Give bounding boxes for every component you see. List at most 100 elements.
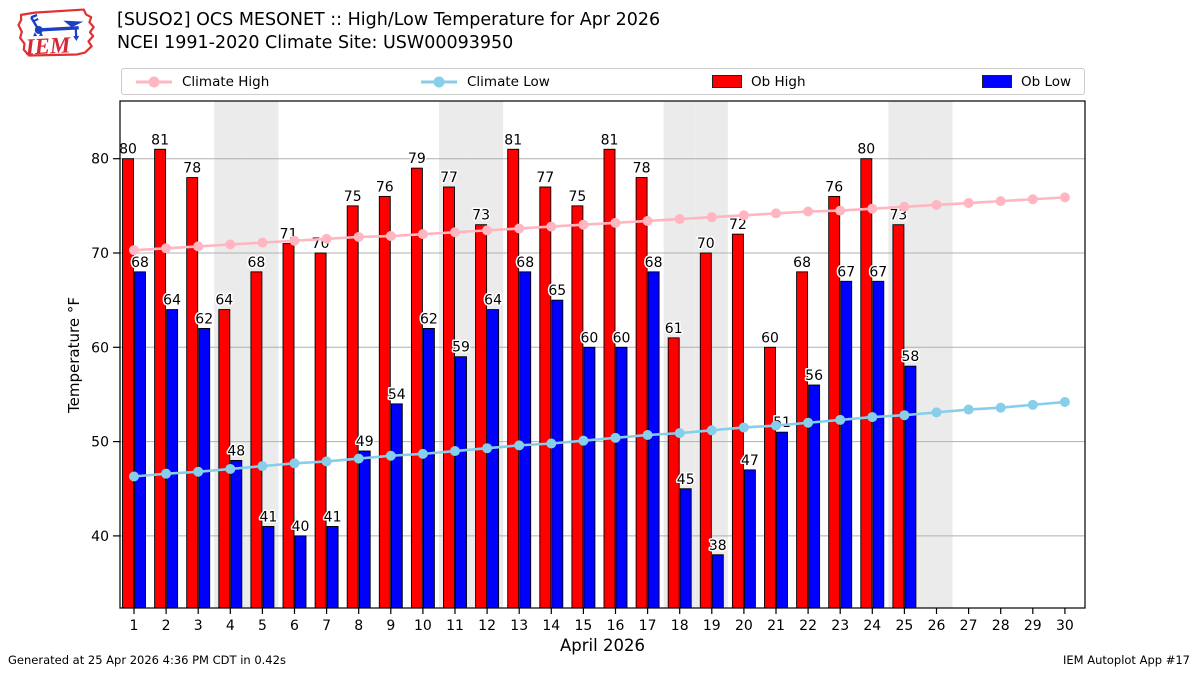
climate-high-marker-day-4 — [225, 239, 236, 250]
ob-low-bar-day-7 — [326, 526, 339, 609]
ob-low-bar-day-1 — [134, 271, 146, 609]
ob-low-value-day-19: 38 — [709, 538, 727, 554]
climate-low-marker-day-19 — [706, 425, 717, 436]
ob-low-bar-day-6 — [294, 535, 307, 609]
iem-logo: IEM — [17, 8, 95, 60]
x-tick-label-2: 2 — [162, 618, 171, 634]
x-tick-label-30: 30 — [1056, 618, 1074, 634]
x-tick-label-20: 20 — [735, 618, 753, 634]
ob-high-bar-day-5 — [250, 271, 263, 609]
ob-low-bar-day-21 — [776, 431, 788, 609]
climate-high-marker-day-25 — [899, 201, 910, 212]
footer-generated-text: Generated at 25 Apr 2026 4:36 PM CDT in … — [8, 653, 286, 667]
ob-low-value-day-6: 40 — [292, 519, 310, 535]
ob-high-bar-day-12 — [475, 224, 488, 609]
legend-label: Ob High — [751, 73, 806, 90]
x-tick-label-10: 10 — [414, 618, 432, 634]
ob-low-bar-day-5 — [262, 526, 275, 609]
ob-high-value-day-4: 64 — [215, 293, 233, 309]
ob-low-value-day-22: 56 — [805, 368, 823, 384]
ob-low-value-day-25: 58 — [901, 349, 919, 365]
ob-high-value-day-21: 60 — [761, 330, 779, 346]
climate-low-marker-day-21 — [771, 420, 781, 431]
climate-high-marker-day-9 — [385, 231, 396, 242]
climate-high-marker-day-24 — [867, 203, 878, 214]
ob-low-value-day-10: 62 — [420, 311, 438, 327]
ob-low-value-day-20: 47 — [741, 453, 759, 469]
y-tick-label-60: 60 — [91, 340, 109, 356]
x-tick-label-17: 17 — [639, 618, 657, 634]
climate-high-marker-day-21 — [771, 208, 781, 219]
ob-low-value-day-17: 68 — [645, 255, 663, 271]
x-tick-label-14: 14 — [542, 618, 560, 634]
ob-high-value-day-13: 81 — [504, 132, 522, 148]
ob-high-value-day-18: 61 — [665, 321, 683, 337]
ob-low-value-day-12: 64 — [484, 293, 502, 309]
x-tick-label-27: 27 — [960, 618, 978, 634]
ob-low-value-day-3: 62 — [195, 311, 213, 327]
ob-high-value-day-11: 77 — [440, 170, 458, 186]
x-tick-label-24: 24 — [863, 618, 881, 634]
x-tick-label-28: 28 — [992, 618, 1010, 634]
ob-low-bar-day-9 — [390, 403, 403, 609]
climate-high-marker-day-16 — [610, 217, 621, 228]
iowa-outline-icon — [17, 8, 95, 57]
climate-low-marker-day-28 — [995, 402, 1006, 413]
ob-low-value-day-23: 67 — [837, 264, 855, 280]
ob-low-value-day-11: 59 — [452, 340, 470, 356]
climate-high-marker-day-28 — [995, 196, 1006, 207]
ob-low-value-day-4: 48 — [227, 443, 245, 459]
ob-low-value-day-8: 49 — [356, 434, 374, 450]
page-title: [SUSO2] OCS MESONET :: High/Low Temperat… — [117, 9, 660, 55]
x-tick-label-21: 21 — [767, 618, 785, 634]
climate-high-path — [133, 196, 1065, 252]
legend-item-ob-high: Ob High — [712, 69, 806, 94]
climate-high-marker-day-23 — [835, 205, 846, 216]
weather-vane-icon — [30, 13, 84, 41]
climate-high-marker-day-13 — [514, 223, 525, 234]
climate-low-marker-day-27 — [963, 404, 974, 415]
x-tick-label-13: 13 — [510, 618, 528, 634]
ob-high-value-day-17: 78 — [633, 161, 651, 177]
legend: Climate High Climate Low Ob High Ob Low — [121, 68, 1085, 95]
ob-low-value-day-1: 68 — [131, 255, 149, 271]
climate-low-marker-day-24 — [867, 412, 878, 423]
footer-app-text: IEM Autoplot App #17 — [1062, 653, 1190, 667]
ob-high-value-day-23: 76 — [825, 179, 843, 195]
x-tick-label-19: 19 — [703, 618, 721, 634]
ob-high-value-day-20: 72 — [729, 217, 747, 233]
x-tick-label-11: 11 — [446, 618, 464, 634]
climate-low-marker-day-25 — [899, 410, 910, 421]
ob-low-bar-day-4 — [230, 460, 243, 609]
ob-high-bar-day-1 — [122, 158, 134, 609]
weekend-band-day-26 — [920, 101, 953, 608]
climate-high-marker-day-11 — [450, 227, 460, 238]
climate-low-marker-day-26 — [931, 407, 942, 418]
ob-high-bar-day-7 — [314, 252, 327, 609]
ob-high-value-day-2: 81 — [151, 132, 169, 148]
ob-high-bar-day-17 — [635, 177, 648, 609]
climate-low-marker-day-9 — [385, 450, 396, 461]
x-tick-label-12: 12 — [478, 618, 496, 634]
climate-low-marker-day-29 — [1027, 399, 1038, 410]
ob-high-swatch-icon — [712, 75, 742, 88]
climate-high-marker-day-3 — [193, 241, 204, 252]
legend-item-climate-high: Climate High — [135, 69, 269, 94]
y-tick-label-50: 50 — [91, 435, 109, 451]
x-axis: 1 2 3 4 5 6 7 8 9 10 11 12 13 14 15 16 17 18 19 20 21 22 23 24 2… — [130, 608, 1074, 634]
legend-item-ob-low: Ob Low — [982, 69, 1071, 94]
ob-low-bar-day-23 — [840, 280, 853, 609]
ob-low-value-day-13: 68 — [516, 255, 534, 271]
climate-high-marker-day-7 — [321, 233, 332, 244]
legend-label: Climate Low — [467, 73, 550, 90]
ob-high-value-day-22: 68 — [793, 255, 811, 271]
climate-high-marker-day-5 — [257, 237, 268, 248]
x-tick-label-5: 5 — [258, 618, 267, 634]
y-tick-label-70: 70 — [91, 246, 109, 262]
ob-high-value-day-16: 81 — [601, 132, 619, 148]
x-tick-label-15: 15 — [574, 618, 592, 634]
x-tick-label-9: 9 — [386, 618, 395, 634]
climate-low-marker-day-2 — [161, 468, 172, 479]
series-climate-high-line — [129, 192, 1070, 256]
ob-high-bar-day-6 — [282, 243, 295, 609]
